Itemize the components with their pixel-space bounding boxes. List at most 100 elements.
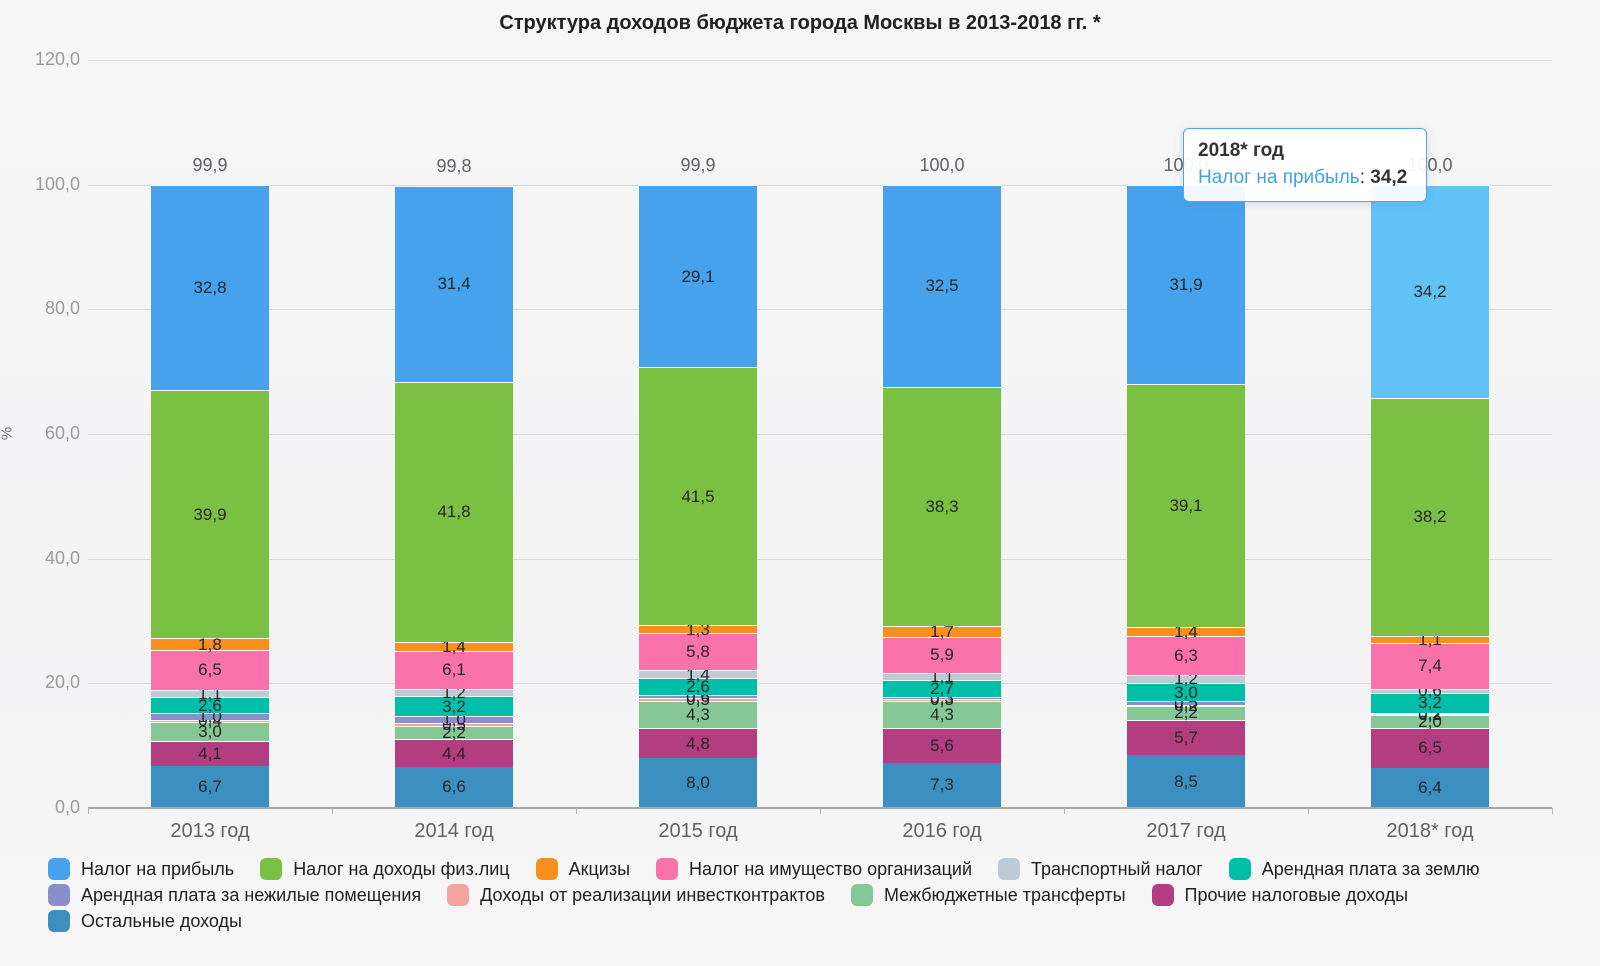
gridline — [88, 558, 1552, 560]
segment-org-property-tax[interactable]: 6,3 — [1127, 635, 1245, 676]
segment-value-label: 5,9 — [930, 645, 954, 665]
segment-value-label: 32,8 — [193, 278, 227, 298]
segment-investment-contracts[interactable]: 0,2 — [1371, 705, 1489, 724]
segment-investment-contracts[interactable]: 0,3 — [883, 690, 1001, 709]
segment-org-property-tax[interactable]: 5,8 — [639, 633, 757, 670]
legend-item-investment-contracts[interactable]: Доходы от реализации инвестконтрактов — [447, 884, 825, 906]
segment-profit-tax[interactable]: 31,9 — [1127, 184, 1245, 384]
segment-interbudget-transfers[interactable]: 2,2 — [1127, 703, 1245, 722]
segment-value-label: 34,2 — [1413, 281, 1447, 301]
legend-item-other-revenue[interactable]: Остальные доходы — [48, 910, 242, 932]
segment-premises-rent[interactable]: 0,6 — [639, 687, 757, 706]
segment-excise[interactable]: 1,3 — [639, 620, 757, 639]
legend-item-interbudget-transfers[interactable]: Межбюджетные трансферты — [850, 884, 1126, 906]
segment-premises-rent[interactable]: 0,2 — [1371, 704, 1489, 723]
segment-org-property-tax[interactable]: 6,5 — [151, 649, 269, 691]
segment-org-property-tax[interactable]: 7,4 — [1371, 642, 1489, 689]
legend-label: Налог на доходы физ.лиц — [293, 858, 510, 879]
segment-value-label: 41,8 — [437, 502, 471, 522]
legend-swatch-excise — [535, 858, 558, 880]
legend-item-transport-tax[interactable]: Транспортный налог — [998, 858, 1203, 880]
segment-org-property-tax[interactable]: 6,1 — [395, 650, 513, 689]
segment-land-rent[interactable]: 2,7 — [883, 679, 1001, 698]
legend-item-excise[interactable]: Акцизы — [535, 858, 630, 880]
segment-land-rent[interactable]: 2,6 — [639, 677, 757, 696]
segment-other-tax-revenue[interactable]: 5,6 — [883, 727, 1001, 763]
segment-profit-tax[interactable]: 32,8 — [151, 185, 269, 390]
segment-excise[interactable]: 1,4 — [395, 637, 513, 656]
segment-other-revenue[interactable]: 7,3 — [883, 762, 1001, 808]
segment-value-label: 7,3 — [930, 775, 954, 795]
x-axis-label: 2015 год — [658, 820, 738, 842]
segment-interbudget-transfers[interactable]: 4,3 — [639, 701, 757, 729]
segment-excise[interactable]: 1,8 — [151, 635, 269, 654]
segment-transport-tax[interactable]: 1,4 — [639, 665, 757, 684]
segment-investment-contracts[interactable]: 0,5 — [395, 715, 513, 734]
segment-org-property-tax[interactable]: 5,9 — [883, 636, 1001, 674]
segment-premises-rent[interactable]: 1,0 — [151, 707, 269, 726]
segment-transport-tax[interactable]: 1,1 — [883, 667, 1001, 686]
segment-personal-income-tax[interactable]: 41,8 — [395, 381, 513, 643]
segment-premises-rent[interactable]: 0,3 — [883, 688, 1001, 707]
segment-interbudget-transfers[interactable]: 4,3 — [883, 700, 1001, 728]
segment-other-tax-revenue[interactable]: 6,5 — [1371, 727, 1489, 769]
segment-premises-rent[interactable]: 1,0 — [395, 710, 513, 729]
segment-profit-tax[interactable]: 32,5 — [883, 184, 1001, 388]
segment-other-tax-revenue[interactable]: 4,1 — [151, 740, 269, 767]
segment-land-rent[interactable]: 3,2 — [395, 696, 513, 717]
segment-excise[interactable]: 1,4 — [1127, 622, 1245, 641]
segment-value-label: 2,7 — [930, 679, 954, 699]
legend-item-profit-tax[interactable]: Налог на прибыль — [48, 858, 234, 880]
segment-transport-tax[interactable]: 0,6 — [1371, 681, 1489, 700]
segment-value-label: 41,5 — [681, 486, 715, 506]
segment-premises-rent[interactable]: 0,5 — [1127, 693, 1245, 712]
legend-label: Транспортный налог — [1031, 858, 1203, 879]
segment-other-tax-revenue[interactable]: 4,8 — [639, 728, 757, 759]
segment-excise[interactable]: 1,1 — [1371, 630, 1489, 649]
segment-investment-contracts[interactable]: 0,2 — [1127, 696, 1245, 715]
legend-item-org-property-tax[interactable]: Налог на имущество организаций — [656, 858, 972, 880]
segment-other-revenue[interactable]: 8,0 — [639, 758, 757, 808]
segment-profit-tax[interactable]: 29,1 — [639, 185, 757, 367]
segment-other-revenue[interactable]: 6,4 — [1371, 768, 1489, 808]
segment-land-rent[interactable]: 3,0 — [1127, 683, 1245, 702]
segment-value-label: 3,2 — [442, 696, 466, 716]
segment-value-label: 5,6 — [930, 735, 954, 755]
segment-other-tax-revenue[interactable]: 4,4 — [395, 739, 513, 767]
segment-land-rent[interactable]: 2,6 — [151, 696, 269, 715]
segment-value-label: 6,5 — [1418, 738, 1442, 758]
segment-personal-income-tax[interactable]: 39,9 — [151, 389, 269, 639]
segment-investment-contracts[interactable]: 0,5 — [639, 690, 757, 709]
segment-land-rent[interactable]: 3,2 — [1371, 692, 1489, 713]
legend-item-personal-income-tax[interactable]: Налог на доходы физ.лиц — [260, 858, 510, 880]
segment-personal-income-tax[interactable]: 39,1 — [1127, 383, 1245, 628]
segment-other-revenue[interactable]: 8,5 — [1127, 755, 1245, 808]
legend-swatch-land-rent — [1228, 858, 1251, 880]
segment-value-label: 32,5 — [925, 276, 959, 296]
legend-swatch-transport-tax — [998, 858, 1021, 880]
x-axis-tick — [1064, 808, 1065, 814]
segment-value-label: 4,3 — [686, 705, 710, 725]
segment-profit-tax[interactable]: 34,2 — [1371, 184, 1489, 398]
segment-profit-tax[interactable]: 31,4 — [395, 185, 513, 382]
segment-personal-income-tax[interactable]: 38,2 — [1371, 397, 1489, 636]
segment-interbudget-transfers[interactable]: 2,0 — [1371, 712, 1489, 731]
segment-other-revenue[interactable]: 6,6 — [395, 766, 513, 808]
segment-other-revenue[interactable]: 6,7 — [151, 766, 269, 808]
segment-other-tax-revenue[interactable]: 5,7 — [1127, 719, 1245, 756]
segment-interbudget-transfers[interactable]: 3,0 — [151, 722, 269, 741]
x-axis-label: 2013 год — [170, 820, 250, 842]
legend-item-other-tax-revenue[interactable]: Прочие налоговые доходы — [1151, 884, 1408, 906]
segment-excise[interactable]: 1,7 — [883, 622, 1001, 641]
segment-interbudget-transfers[interactable]: 2,2 — [395, 723, 513, 742]
legend-item-premises-rent[interactable]: Арендная плата за нежилые помещения — [48, 884, 421, 906]
segment-value-label: 3,2 — [1418, 693, 1442, 713]
segment-investment-contracts[interactable]: 0,4 — [151, 711, 269, 730]
segment-transport-tax[interactable]: 1,1 — [151, 684, 269, 703]
legend-item-land-rent[interactable]: Арендная плата за землю — [1228, 858, 1480, 880]
segment-personal-income-tax[interactable]: 41,5 — [639, 366, 757, 626]
segment-personal-income-tax[interactable]: 38,3 — [883, 387, 1001, 626]
segment-value-label: 38,3 — [925, 497, 959, 517]
segment-transport-tax[interactable]: 1,2 — [1127, 669, 1245, 688]
segment-transport-tax[interactable]: 1,2 — [395, 683, 513, 702]
